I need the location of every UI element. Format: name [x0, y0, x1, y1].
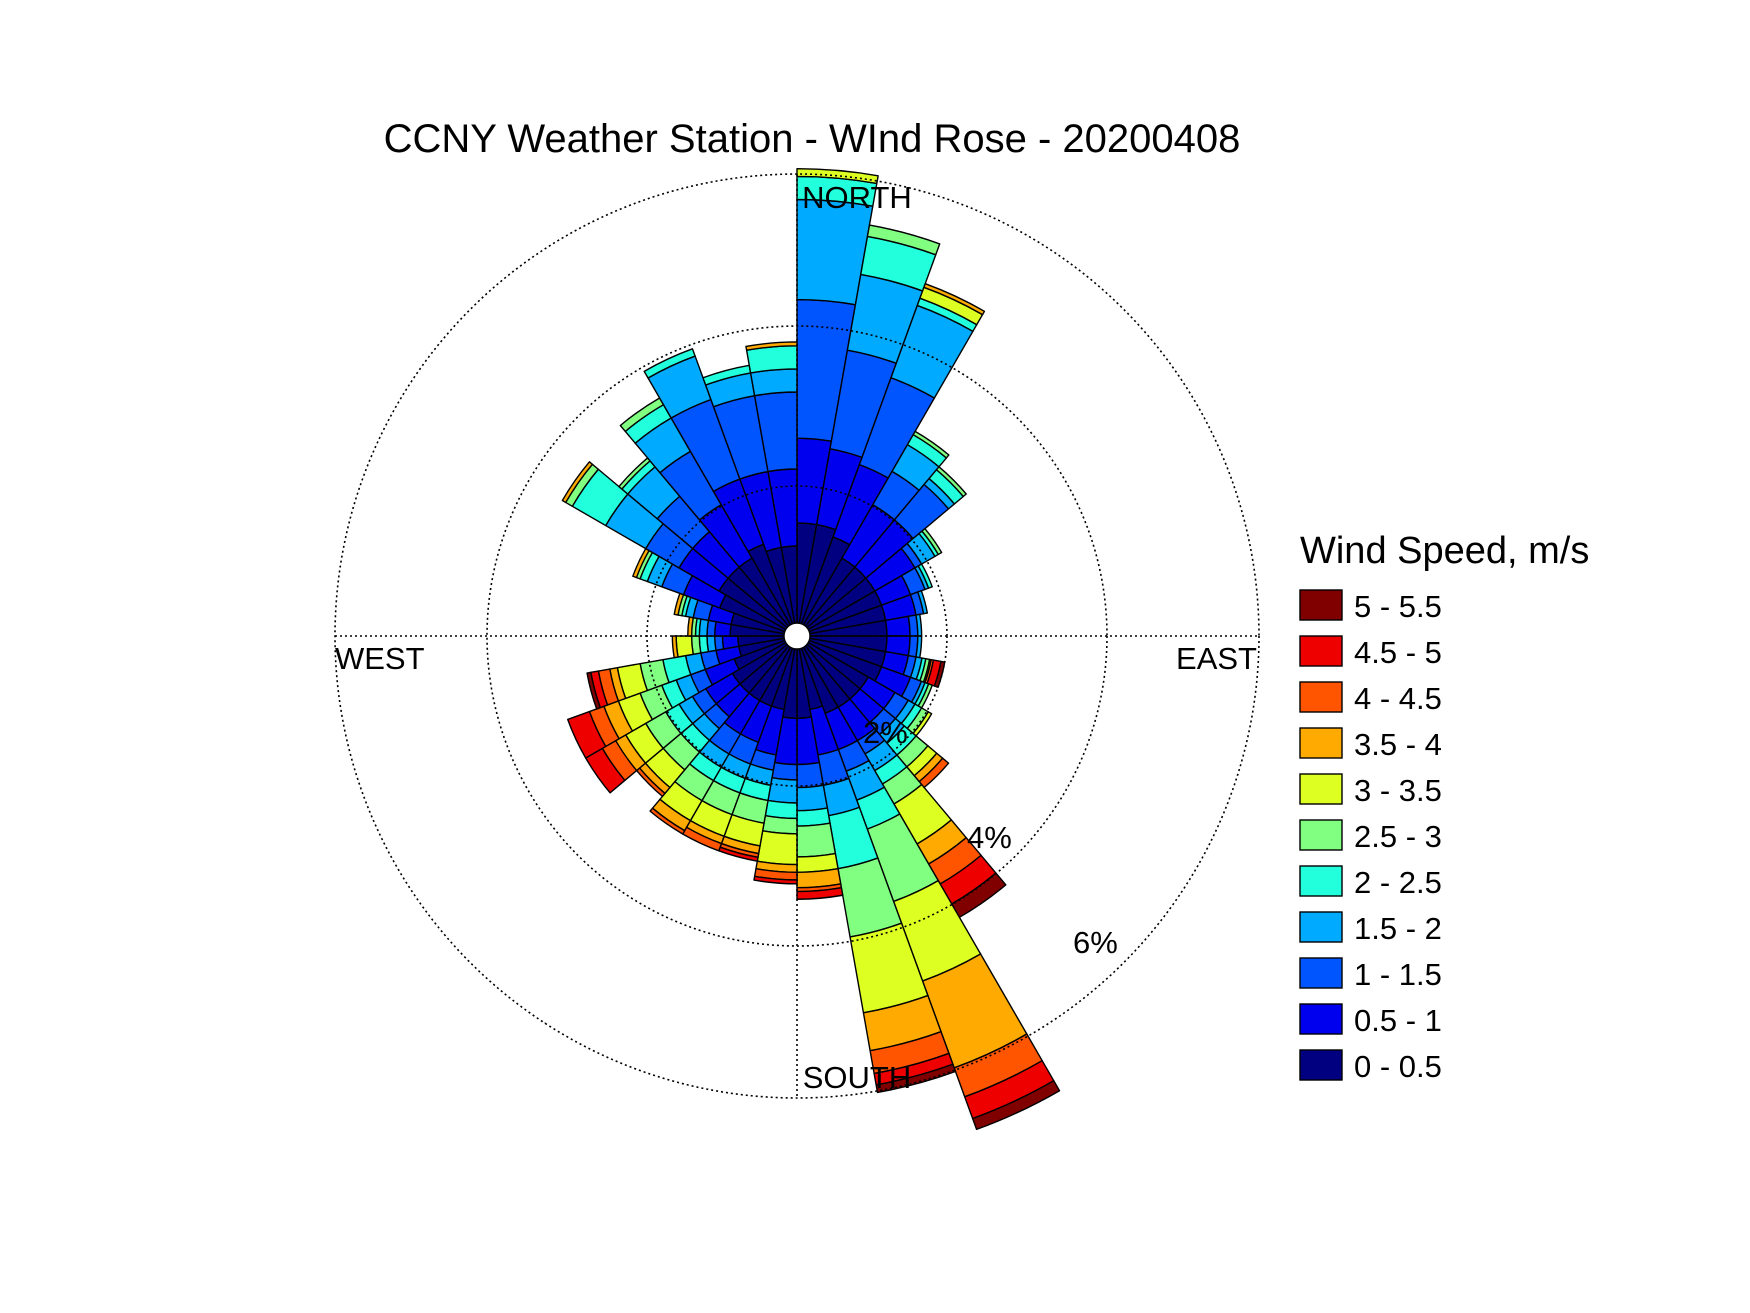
legend-swatch: [1299, 911, 1343, 943]
legend-item: 5 - 5.5: [1299, 589, 1442, 624]
legend-swatch: [1299, 773, 1343, 805]
legend-items: 5 - 5.5 4.5 - 5 4 - 4.5 3.5 - 4 3 - 3.5 2.5 -…: [1299, 589, 1442, 1084]
wedge-dir-25-bin-7: [923, 283, 986, 316]
wedge-dir-45-bin-5: [935, 466, 967, 498]
legend-label: 0.5 - 1: [1354, 1003, 1442, 1038]
legend-item: 3 - 3.5: [1299, 773, 1442, 808]
wedge-dir-245-bin-9: [567, 710, 607, 759]
legend-swatch: [1299, 865, 1343, 897]
wedge-dir-75-bin-3: [917, 590, 929, 615]
direction-label-west: WEST: [335, 641, 425, 676]
legend-swatch: [1299, 635, 1343, 667]
ring-label-6pct: 6%: [1073, 925, 1118, 960]
legend-item: 1 - 1.5: [1299, 957, 1442, 992]
legend-label: 2 - 2.5: [1354, 865, 1442, 900]
wind-rose-wedges: [561, 168, 1061, 1131]
wedge-dir-265-bin-6: [675, 635, 694, 658]
wedge-dir-65-bin-4: [917, 563, 933, 589]
legend-swatch: [1299, 681, 1343, 713]
wedge-dir-15-bin-5: [866, 224, 941, 256]
legend-label: 1.5 - 2: [1354, 911, 1442, 946]
legend-item: 2 - 2.5: [1299, 865, 1442, 900]
ring-label-4pct: 4%: [967, 820, 1012, 855]
wedge-dir-265-bin-7: [671, 635, 679, 659]
wedge-dir-105-bin-10: [933, 660, 946, 689]
wedge-dir-175-bin-5: [796, 822, 837, 858]
wedge-dir-155-bin-10: [971, 1080, 1061, 1131]
wedge-dir-185-bin-6: [756, 830, 798, 866]
legend-label: 5 - 5.5: [1354, 589, 1442, 624]
chart-title: CCNY Weather Station - WInd Rose - 20200…: [384, 117, 1241, 161]
direction-label-east: EAST: [1176, 641, 1257, 676]
legend-swatch: [1299, 727, 1343, 759]
wedge-dir-85-bin-1: [884, 615, 911, 637]
legend-item: 0 - 0.5: [1299, 1049, 1442, 1084]
direction-label-north: NORTH: [802, 180, 912, 215]
legend: Wind Speed, m/s 5 - 5.5 4.5 - 5 4 - 4.5 3.5…: [1299, 530, 1589, 1084]
wedge-dir-185-bin-2: [771, 761, 798, 781]
wedge-dir-215-bin-8: [649, 807, 686, 835]
wedge-dir-185-bin-3: [767, 777, 798, 804]
legend-swatch: [1299, 957, 1343, 989]
legend-swatch: [1299, 819, 1343, 851]
wedge-dir-5-bin-6: [796, 168, 879, 185]
center-hole: [783, 622, 811, 650]
wedge-dir-175-bin-3: [796, 784, 829, 812]
legend-title: Wind Speed, m/s: [1300, 530, 1589, 572]
legend-label: 2.5 - 3: [1354, 819, 1442, 854]
direction-label-south: SOUTH: [803, 1060, 912, 1095]
legend-item: 0.5 - 1: [1299, 1003, 1442, 1038]
wedge-dir-35-bin-5: [912, 430, 950, 459]
legend-label: 3 - 3.5: [1354, 773, 1442, 808]
legend-item: 1.5 - 2: [1299, 911, 1442, 946]
legend-swatch: [1299, 1049, 1343, 1081]
wedge-dir-165-bin-10: [875, 1063, 957, 1094]
ring-label-2pct: 2%: [863, 715, 908, 750]
wedge-dir-175-bin-2: [796, 761, 825, 789]
legend-item: 2.5 - 3: [1299, 819, 1442, 854]
legend-label: 1 - 1.5: [1354, 957, 1442, 992]
legend-label: 4 - 4.5: [1354, 681, 1442, 716]
legend-item: 4.5 - 5: [1299, 635, 1442, 670]
legend-label: 4.5 - 5: [1354, 635, 1442, 670]
legend-label: 3.5 - 4: [1354, 727, 1442, 762]
wedge-dir-355-bin-4: [745, 345, 798, 374]
legend-swatch: [1299, 1003, 1343, 1035]
wedge-dir-335-bin-4: [643, 348, 696, 379]
wedge-dir-355-bin-7: [745, 341, 798, 351]
wedge-dir-355-bin-3: [749, 368, 798, 397]
legend-item: 3.5 - 4: [1299, 727, 1442, 762]
wedge-dir-55-bin-5: [921, 527, 943, 556]
wedge-dir-185-bin-9: [753, 875, 798, 885]
legend-item: 4 - 4.5: [1299, 681, 1442, 716]
wedge-dir-255-bin-10: [586, 671, 601, 710]
wedge-dir-265-bin-1: [721, 635, 740, 650]
wedge-dir-305-bin-7: [561, 461, 594, 504]
legend-label: 0 - 0.5: [1354, 1049, 1442, 1084]
legend-swatch: [1299, 589, 1343, 621]
